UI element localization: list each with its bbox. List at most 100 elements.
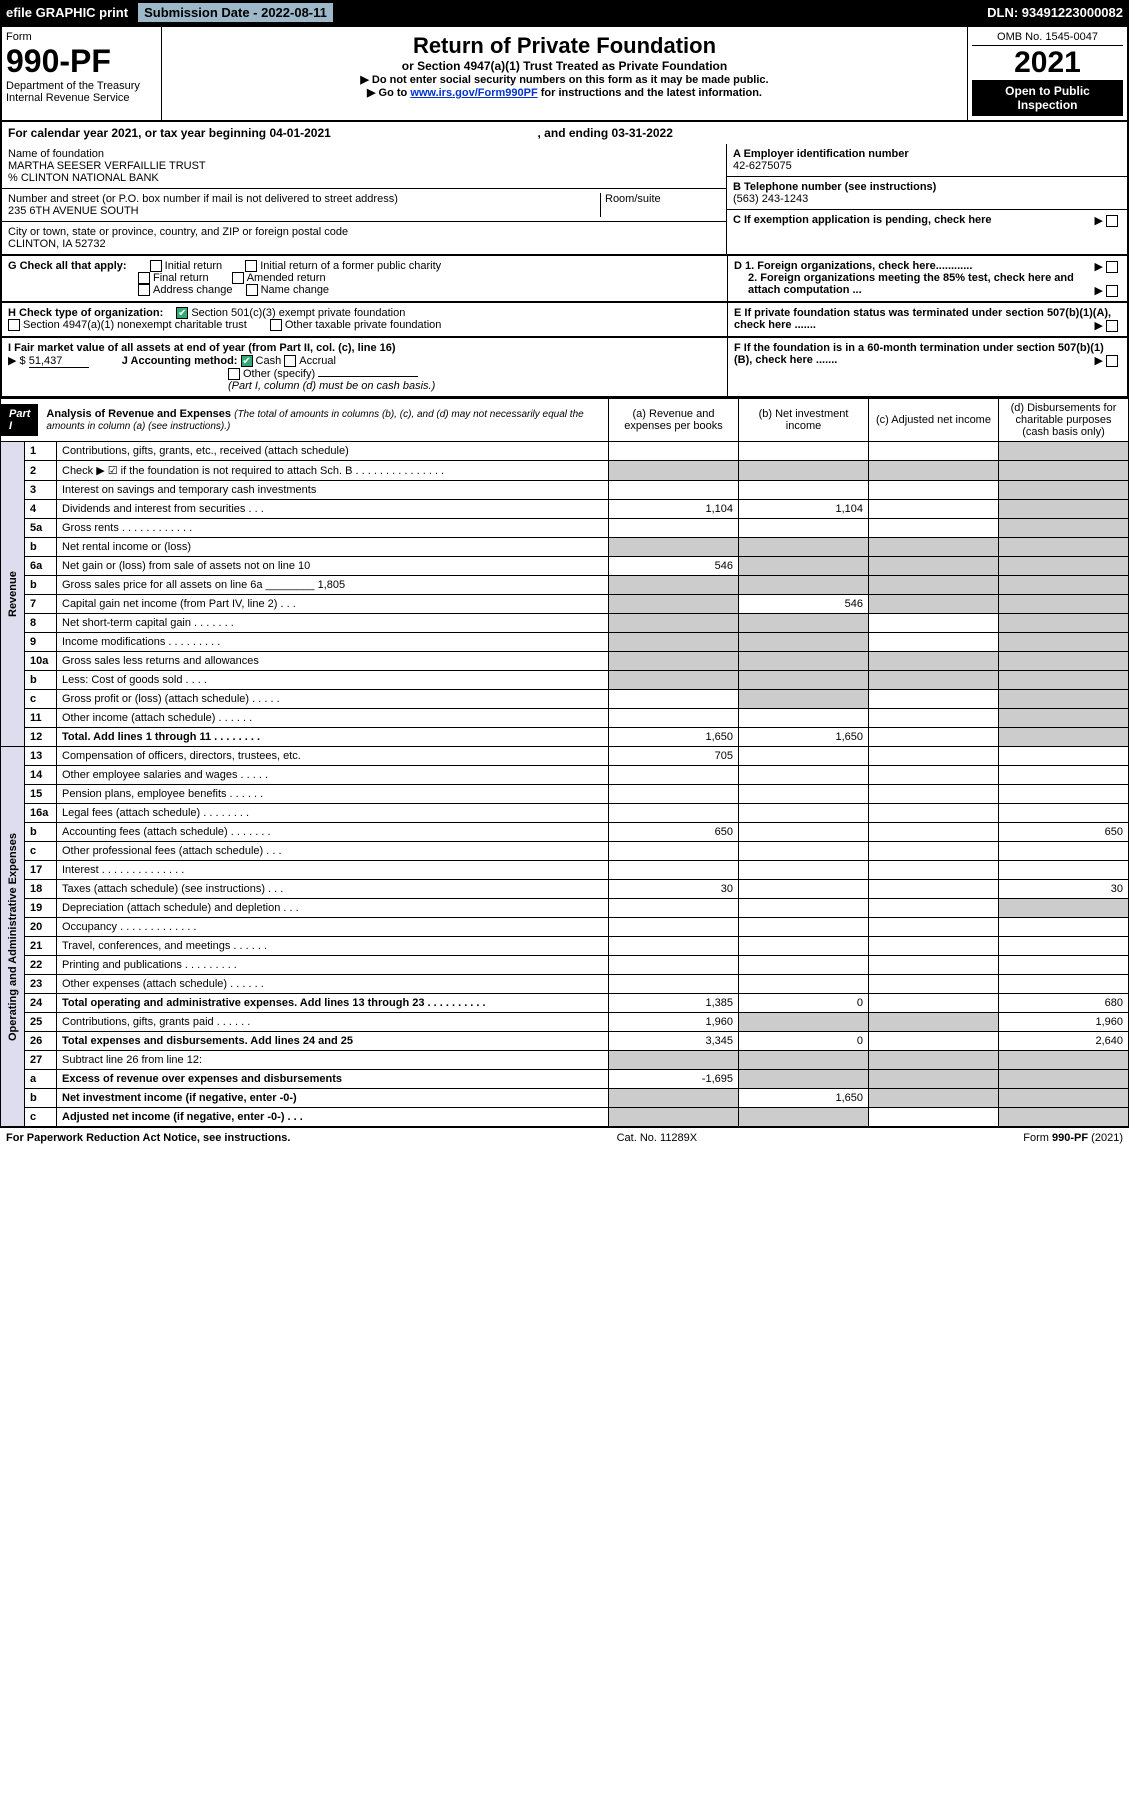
form-word: Form xyxy=(6,31,157,43)
line-number: b xyxy=(25,1089,57,1108)
identity-section: Name of foundation MARTHA SEESER VERFAIL… xyxy=(0,144,1129,256)
h-opt-1: Section 501(c)(3) exempt private foundat… xyxy=(191,307,405,319)
part1-table: Part I Analysis of Revenue and Expenses … xyxy=(0,398,1129,1127)
table-row: 24Total operating and administrative exp… xyxy=(1,994,1129,1013)
part1-title: Analysis of Revenue and Expenses (The to… xyxy=(38,404,608,436)
cell-a xyxy=(609,842,739,861)
instr-2: ▶ Go to www.irs.gov/Form990PF for instru… xyxy=(168,86,961,99)
line-text: Gross sales less returns and allowances xyxy=(57,652,609,671)
cell-b xyxy=(739,671,869,690)
instructions-link[interactable]: www.irs.gov/Form990PF xyxy=(410,87,537,99)
line-number: 25 xyxy=(25,1013,57,1032)
cell-b: 1,650 xyxy=(739,728,869,747)
cell-b xyxy=(739,690,869,709)
d2-checkbox[interactable] xyxy=(1106,285,1118,297)
g-label: G Check all that apply: xyxy=(8,260,127,272)
cell-d xyxy=(999,975,1129,994)
line-number: 8 xyxy=(25,614,57,633)
j-cash-checkbox[interactable]: ✔ xyxy=(241,355,253,367)
line-text: Gross profit or (loss) (attach schedule)… xyxy=(57,690,609,709)
line-text: Contributions, gifts, grants paid . . . … xyxy=(57,1013,609,1032)
g-initial-former[interactable] xyxy=(245,260,257,272)
cell-c xyxy=(869,823,999,842)
ein-cell: A Employer identification number 42-6275… xyxy=(727,144,1127,177)
expense-section-label: Operating and Administrative Expenses xyxy=(1,747,25,1127)
cell-c xyxy=(869,652,999,671)
cell-c xyxy=(869,994,999,1013)
g-opt-1: Final return xyxy=(153,272,209,284)
cell-c xyxy=(869,709,999,728)
cell-d xyxy=(999,709,1129,728)
cell-d: 650 xyxy=(999,823,1129,842)
cell-d xyxy=(999,690,1129,709)
line-text: Net investment income (if negative, ente… xyxy=(57,1089,609,1108)
g-initial-return[interactable] xyxy=(150,260,162,272)
cell-d: 30 xyxy=(999,880,1129,899)
g-address-change[interactable] xyxy=(138,284,150,296)
cell-b xyxy=(739,880,869,899)
g-opt-3: Initial return of a former public charit… xyxy=(260,260,441,272)
cell-c xyxy=(869,1070,999,1089)
efile-label: efile GRAPHIC print xyxy=(6,5,128,20)
check-section-g-d: G Check all that apply: Initial return I… xyxy=(0,256,1129,303)
cell-a xyxy=(609,975,739,994)
cell-a xyxy=(609,442,739,461)
h-501c3-checkbox[interactable]: ✔ xyxy=(176,307,188,319)
table-row: 17Interest . . . . . . . . . . . . . . xyxy=(1,861,1129,880)
exemption-cell: C If exemption application is pending, c… xyxy=(727,210,1127,230)
cell-d xyxy=(999,785,1129,804)
line-number: 23 xyxy=(25,975,57,994)
line-number: 9 xyxy=(25,633,57,652)
cell-a: 650 xyxy=(609,823,739,842)
line-number: 12 xyxy=(25,728,57,747)
cell-a xyxy=(609,709,739,728)
line-text: Gross sales price for all assets on line… xyxy=(57,576,609,595)
cell-a xyxy=(609,538,739,557)
cell-c xyxy=(869,633,999,652)
g-amended[interactable] xyxy=(232,272,244,284)
j-other: Other (specify) xyxy=(243,368,315,380)
h-opt-3: Other taxable private foundation xyxy=(285,319,442,331)
j-accrual-checkbox[interactable] xyxy=(284,355,296,367)
line-number: 15 xyxy=(25,785,57,804)
col-c-header: (c) Adjusted net income xyxy=(869,399,999,442)
check-section-h-e: H Check type of organization: ✔Section 5… xyxy=(0,303,1129,338)
g-name-change[interactable] xyxy=(246,284,258,296)
c-checkbox[interactable] xyxy=(1106,215,1118,227)
form-header: Form 990-PF Department of the Treasury I… xyxy=(0,25,1129,122)
d1-checkbox[interactable] xyxy=(1106,261,1118,273)
cell-c xyxy=(869,500,999,519)
e-checkbox[interactable] xyxy=(1106,320,1118,332)
line-number: 27 xyxy=(25,1051,57,1070)
line-text: Gross rents . . . . . . . . . . . . xyxy=(57,519,609,538)
cell-b xyxy=(739,614,869,633)
cell-c xyxy=(869,975,999,994)
form-title: Return of Private Foundation xyxy=(168,33,961,59)
cell-b xyxy=(739,652,869,671)
cell-a xyxy=(609,785,739,804)
line-text: Less: Cost of goods sold . . . . xyxy=(57,671,609,690)
cell-a xyxy=(609,1051,739,1070)
table-row: Operating and Administrative Expenses13C… xyxy=(1,747,1129,766)
h-other-checkbox[interactable] xyxy=(270,319,282,331)
cell-a xyxy=(609,633,739,652)
line-text: Check ▶ ☑ if the foundation is not requi… xyxy=(57,461,609,481)
f-checkbox[interactable] xyxy=(1106,355,1118,367)
j-other-checkbox[interactable] xyxy=(228,368,240,380)
cell-a xyxy=(609,861,739,880)
d1-label: D 1. Foreign organizations, check here..… xyxy=(734,260,972,272)
part1-tag: Part I xyxy=(1,404,38,436)
line-number: c xyxy=(25,690,57,709)
cell-a: 1,385 xyxy=(609,994,739,1013)
cell-c xyxy=(869,671,999,690)
cell-d xyxy=(999,500,1129,519)
cell-a xyxy=(609,614,739,633)
cell-c xyxy=(869,728,999,747)
line-text: Capital gain net income (from Part IV, l… xyxy=(57,595,609,614)
city-cell: City or town, state or province, country… xyxy=(2,222,726,254)
h-4947-checkbox[interactable] xyxy=(8,319,20,331)
line-number: 2 xyxy=(25,461,57,481)
g-final-return[interactable] xyxy=(138,272,150,284)
tax-year: 2021 xyxy=(972,46,1123,80)
j-cash: Cash xyxy=(256,355,282,367)
